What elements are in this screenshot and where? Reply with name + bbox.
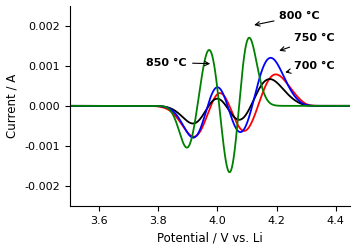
Text: 800 °C: 800 °C [255,10,320,26]
Y-axis label: Current / A: Current / A [6,74,19,138]
Text: 700 °C: 700 °C [286,61,335,73]
Text: 750 °C: 750 °C [280,34,335,51]
X-axis label: Potential / V vs. Li: Potential / V vs. Li [157,232,263,244]
Text: 850 °C: 850 °C [146,58,209,68]
